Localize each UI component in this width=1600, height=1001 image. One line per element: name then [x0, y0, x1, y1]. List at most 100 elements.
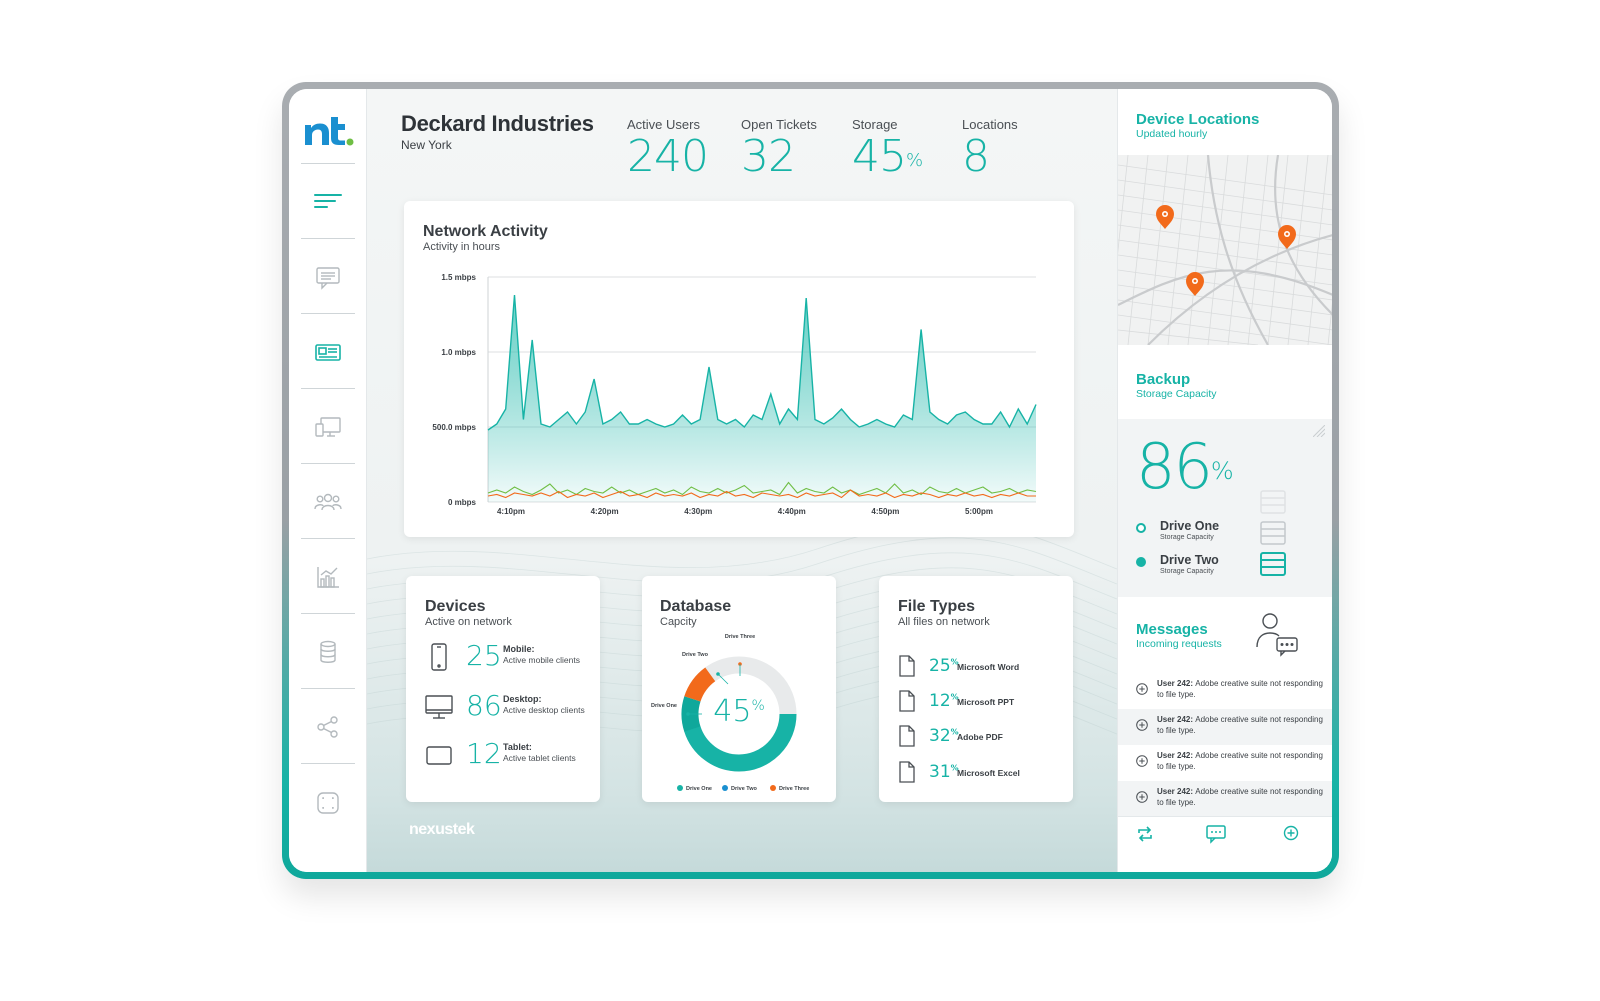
x-tick-label: 4:20pm — [591, 507, 619, 516]
tablet-icon — [424, 740, 454, 770]
location-pin-icon[interactable] — [1156, 205, 1174, 229]
card-title: File Types — [898, 598, 976, 615]
add-circle-icon[interactable] — [1136, 683, 1148, 695]
drive-name: Drive Two — [1160, 553, 1219, 567]
filetype-label: Microsoft PPT — [957, 697, 1015, 707]
drive-two-dot — [1136, 557, 1146, 567]
stat-storage: Storage 45% — [852, 117, 923, 182]
filetype-row-excel[interactable]: 31% Microsoft Excel — [897, 760, 1067, 788]
legend-swatch — [677, 785, 683, 791]
device-count: 25 — [466, 639, 502, 672]
stat-label: Active Users — [627, 117, 700, 132]
filetype-percent: 32% — [929, 726, 959, 746]
device-locations-map[interactable] — [1118, 155, 1332, 345]
devices-icon[interactable] — [313, 412, 343, 442]
filetype-row-ppt[interactable]: 12% Microsoft PPT — [897, 689, 1067, 717]
donut-slice[interactable] — [681, 656, 797, 772]
stat-value: 45% — [852, 131, 923, 182]
message-text: User 242: Adobe creative suite not respo… — [1157, 787, 1323, 807]
chart-icon[interactable] — [313, 562, 343, 592]
device-row-desktop[interactable]: 86 Desktop: Active desktop clients — [424, 690, 594, 726]
network-activity-card: Network Activity Activity in hours 0 mbp… — [404, 201, 1074, 537]
drive-sub: Storage Capacity — [1160, 534, 1214, 541]
company-city: New York — [401, 138, 452, 152]
locations-header: Device Locations Updated hourly — [1136, 111, 1259, 140]
backup-panel: 86% Drive One Storage Capacity Drive Two… — [1118, 419, 1332, 597]
user-message-icon[interactable] — [1254, 609, 1300, 657]
sidebar — [289, 89, 367, 872]
device-row-tablet[interactable]: 12 Tablet: Active tablet clients — [424, 738, 594, 774]
database-donut-chart[interactable]: Drive Three Drive Two Drive One Drive One Dr… — [642, 576, 836, 802]
y-tick-label: 500.0 mbps — [432, 423, 476, 432]
location-pin-icon[interactable] — [1278, 225, 1296, 249]
add-circle-icon[interactable] — [1136, 791, 1148, 803]
database-card: Database Capcity Drive Three Drive Two Dri… — [642, 576, 836, 802]
nexustek-logo[interactable] — [303, 111, 355, 151]
location-pin-icon[interactable] — [1186, 272, 1204, 296]
news-icon[interactable] — [313, 337, 343, 367]
device-label: Desktop: — [503, 694, 542, 704]
series-line — [487, 294, 1037, 431]
x-tick-label: 4:40pm — [778, 507, 806, 516]
donut-slice[interactable] — [677, 652, 800, 775]
network-chart[interactable]: 0 mbps 500.0 mbps 1.0 mbps 1.5 mbps 4:10pm 4:… — [404, 201, 1074, 537]
scan-icon[interactable] — [313, 788, 343, 818]
series-area — [488, 295, 1036, 502]
device-row-mobile[interactable]: 25 Mobile: Active mobile clients — [424, 640, 594, 676]
add-circle-icon[interactable] — [1136, 755, 1148, 767]
backup-title: Backup — [1136, 371, 1191, 388]
file-icon — [899, 725, 915, 747]
database-icon[interactable] — [313, 637, 343, 667]
refresh-icon[interactable] — [1136, 825, 1154, 843]
message-item[interactable]: User 242: Adobe creative suite not respo… — [1118, 673, 1332, 709]
server-stack-icon — [1260, 490, 1286, 576]
menu-icon[interactable] — [313, 187, 343, 217]
drive-one-dot — [1136, 523, 1146, 533]
message-item[interactable]: User 242: Adobe creative suite not respo… — [1118, 781, 1332, 817]
stat-value: 32 — [741, 131, 796, 182]
filetype-percent: 31% — [929, 762, 959, 782]
users-icon[interactable] — [313, 487, 343, 517]
filetype-percent: 12% — [929, 691, 959, 711]
stat-active-users: Active Users 240 — [627, 117, 709, 182]
device-desc: Active mobile clients — [503, 655, 581, 665]
drive-two-row[interactable]: Drive Two Storage Capacity — [1136, 553, 1276, 583]
chat-icon[interactable] — [313, 262, 343, 292]
filetype-percent: 25% — [929, 656, 959, 676]
card-subtitle: Capcity — [660, 616, 697, 628]
callout-line — [717, 673, 729, 685]
resize-grip-icon[interactable] — [1313, 425, 1325, 437]
filetype-row-word[interactable]: 25% Microsoft Word — [897, 654, 1067, 682]
messages-header: Messages Incoming requests — [1136, 621, 1222, 650]
drive-one-row[interactable]: Drive One Storage Capacity — [1136, 519, 1276, 549]
legend-label: Drive Three — [779, 786, 809, 792]
message-item[interactable]: User 242: Adobe creative suite not respo… — [1118, 709, 1332, 745]
y-tick-label: 1.5 mbps — [441, 273, 476, 282]
add-circle-icon[interactable] — [1136, 719, 1148, 731]
add-icon[interactable] — [1283, 825, 1299, 841]
stat-value: 240 — [627, 131, 709, 182]
device-label: Mobile: — [503, 644, 535, 654]
messages-title: Messages — [1136, 621, 1208, 638]
series-line — [487, 489, 1036, 499]
share-icon[interactable] — [313, 712, 343, 742]
company-name: Deckard Industries — [401, 111, 594, 136]
message-item[interactable]: User 242: Adobe creative suite not respo… — [1118, 745, 1332, 781]
stat-label: Storage — [852, 117, 898, 132]
device-desc: Active desktop clients — [503, 705, 585, 715]
comment-icon[interactable] — [1205, 824, 1227, 844]
device-desc: Active tablet clients — [503, 753, 576, 763]
main-content: Deckard Industries New York Active Users… — [367, 89, 1117, 872]
company-header: Deckard Industries New York — [401, 111, 594, 152]
devices-card: Devices Active on network 25 Mobile: Act… — [406, 576, 600, 802]
y-tick-label: 0 mbps — [448, 498, 477, 507]
locations-title: Device Locations — [1136, 111, 1260, 128]
app-screen: Deckard Industries New York Active Users… — [289, 89, 1332, 872]
filetype-row-pdf[interactable]: 32% Adobe PDF — [897, 724, 1067, 752]
mobile-icon — [424, 642, 454, 672]
legend-label: Drive One — [686, 786, 712, 792]
message-text: User 242: Adobe creative suite not respo… — [1157, 751, 1323, 771]
message-text: User 242: Adobe creative suite not respo… — [1157, 715, 1323, 735]
stat-label: Open Tickets — [741, 117, 817, 132]
footer-brand: nexustek — [409, 821, 475, 838]
